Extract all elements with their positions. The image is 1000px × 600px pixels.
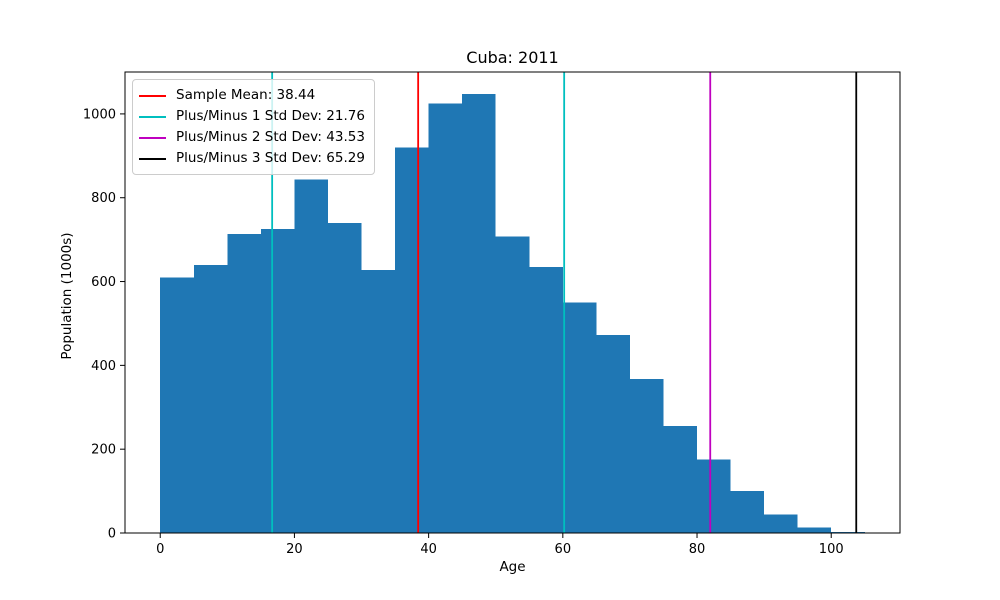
y-tick-label: 600	[91, 275, 116, 290]
x-tick-label: 20	[286, 542, 303, 557]
histogram-bar	[764, 514, 798, 533]
histogram-bar	[697, 459, 731, 533]
histogram-bar	[663, 426, 698, 533]
histogram-bar	[327, 222, 362, 533]
x-tick-label: 100	[819, 542, 844, 557]
chart-title: Cuba: 2011	[466, 48, 559, 67]
x-axis-label: Age	[499, 559, 526, 575]
legend-item-sample-mean: Sample Mean: 38.44	[139, 85, 365, 106]
legend-item-label: Plus/Minus 3 Std Dev: 65.29	[176, 150, 365, 166]
legend-item-label: Plus/Minus 2 Std Dev: 43.53	[176, 129, 365, 145]
histogram-bar	[730, 491, 765, 533]
y-tick-label: 400	[91, 359, 116, 374]
legend-item-label: Plus/Minus 1 Std Dev: 21.76	[176, 108, 365, 124]
x-tick-label: 80	[689, 542, 706, 557]
x-tick-label: 40	[420, 542, 437, 557]
y-tick-label: 200	[91, 443, 116, 458]
histogram-bar	[294, 179, 328, 533]
y-axis-label: Population (1000s)	[59, 232, 75, 360]
histogram-bar	[562, 302, 597, 533]
histogram-bar	[462, 93, 496, 533]
histogram-bar	[395, 147, 429, 533]
histogram-bar	[529, 266, 563, 533]
axes-frame	[124, 71, 901, 534]
legend: Sample Mean: 38.44 Plus/Minus 1 Std Dev: …	[132, 79, 375, 175]
histogram-bar	[193, 264, 228, 533]
y-tick-label: 0	[108, 527, 116, 542]
x-tick-label: 0	[156, 542, 164, 557]
histogram-bar	[495, 236, 530, 533]
histogram-bar	[596, 334, 630, 533]
histogram-bar	[160, 277, 194, 533]
histogram-bar	[428, 103, 463, 533]
histogram-bar	[797, 527, 832, 533]
legend-item-label: Sample Mean: 38.44	[176, 87, 316, 103]
legend-line-swatch	[139, 115, 166, 118]
legend-line-swatch	[139, 94, 166, 97]
legend-item-plus-minus-3-std: Plus/Minus 3 Std Dev: 65.29	[139, 148, 365, 169]
histogram-bar	[629, 378, 664, 533]
legend-item-plus-minus-1-std: Plus/Minus 1 Std Dev: 21.76	[139, 106, 365, 127]
y-tick-label: 800	[91, 191, 116, 206]
histogram-bar	[260, 229, 295, 533]
legend-item-plus-minus-2-std: Plus/Minus 2 Std Dev: 43.53	[139, 127, 365, 148]
x-tick-label: 60	[555, 542, 572, 557]
legend-line-swatch	[139, 157, 166, 160]
y-tick-label: 1000	[83, 107, 116, 122]
histogram-bar	[227, 234, 261, 534]
legend-line-swatch	[139, 136, 166, 139]
histogram-bar	[361, 270, 396, 533]
